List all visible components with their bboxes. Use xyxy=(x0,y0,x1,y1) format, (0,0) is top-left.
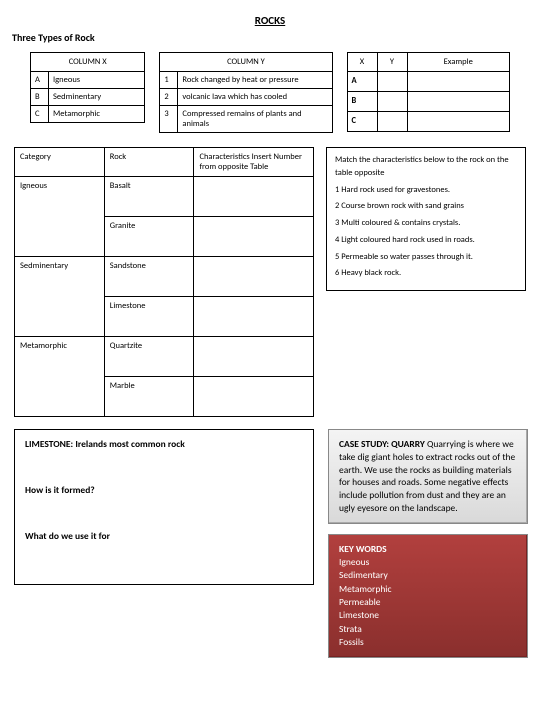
cat-cell: Sedminentary xyxy=(15,257,105,337)
rock-cell: Granite xyxy=(104,217,194,257)
coly-val: Compressed remains of plants and animals xyxy=(178,106,332,133)
key-words-heading: KEY WORDS xyxy=(339,543,517,556)
xye-h3: Example xyxy=(407,53,509,72)
match-item: 3 Multi coloured & contains crystals. xyxy=(335,217,517,230)
cat-cell: Igneous xyxy=(15,177,105,257)
cat-cell: Metamorphic xyxy=(15,337,105,417)
case-study-heading: CASE STUDY: QUARRY xyxy=(339,438,425,450)
key-word: Igneous xyxy=(339,556,517,569)
limestone-heading: LIMESTONE: Irelands most common rock xyxy=(25,438,303,450)
case-study-box: CASE STUDY: QUARRY Quarrying is where we… xyxy=(328,429,528,524)
char-cell[interactable] xyxy=(194,337,314,377)
colx-key: B xyxy=(31,89,49,106)
limestone-box: LIMESTONE: Irelands most common rock How… xyxy=(14,429,314,585)
coly-key: 1 xyxy=(160,72,178,89)
colx-val: Igneous xyxy=(49,72,145,89)
match-item: 2 Course brown rock with sand grains xyxy=(335,200,517,213)
right-column: Match the characteristics below to the r… xyxy=(326,147,526,417)
char-cell[interactable] xyxy=(194,257,314,297)
match-intro: Match the characteristics below to the r… xyxy=(335,154,517,180)
match-item: 1 Hard rock used for gravestones. xyxy=(335,184,517,197)
column-y-header: COLUMN Y xyxy=(160,53,332,72)
xye-cell[interactable] xyxy=(407,112,509,132)
cat-h1: Category xyxy=(15,148,105,177)
coly-key: 2 xyxy=(160,89,178,106)
key-word: Sedimentary xyxy=(339,569,517,582)
rock-cell: Sandstone xyxy=(104,257,194,297)
rock-cell: Basalt xyxy=(104,177,194,217)
column-x-header: COLUMN X xyxy=(31,53,145,72)
bottom-row: LIMESTONE: Irelands most common rock How… xyxy=(12,417,528,658)
key-word: Limestone xyxy=(339,609,517,622)
match-item: 4 Light coloured hard rock used in roads… xyxy=(335,234,517,247)
xye-cell[interactable] xyxy=(377,112,407,132)
limestone-q1: How is it formed? xyxy=(25,484,303,496)
match-characteristics-box: Match the characteristics below to the r… xyxy=(326,147,526,291)
key-words-box: KEY WORDS Igneous Sedimentary Metamorphi… xyxy=(328,534,528,658)
xye-row: C xyxy=(347,112,377,132)
xye-cell[interactable] xyxy=(407,92,509,112)
bottom-right-column: CASE STUDY: QUARRY Quarrying is where we… xyxy=(328,429,528,658)
xye-h2: Y xyxy=(377,53,407,72)
coly-key: 3 xyxy=(160,106,178,133)
key-word: Strata xyxy=(339,623,517,636)
coly-val: Rock changed by heat or pressure xyxy=(178,72,332,89)
column-y-table: COLUMN Y 1Rock changed by heat or pressu… xyxy=(159,52,332,133)
xye-cell[interactable] xyxy=(407,72,509,92)
column-x-table: COLUMN X AIgneous BSedminentary CMetamor… xyxy=(30,52,145,123)
key-word: Fossils xyxy=(339,636,517,649)
page-subtitle: Three Types of Rock xyxy=(12,31,528,44)
rock-cell: Limestone xyxy=(104,297,194,337)
colx-key: C xyxy=(31,106,49,123)
xy-example-table: X Y Example A B C xyxy=(347,52,510,132)
cat-h3: Characteristics Insert Number from oppos… xyxy=(194,148,314,177)
xye-row: A xyxy=(347,72,377,92)
match-item: 5 Permeable so water passes through it. xyxy=(335,251,517,264)
limestone-q2: What do we use it for xyxy=(25,530,303,542)
rock-cell: Quartzite xyxy=(104,337,194,377)
xye-row: B xyxy=(347,92,377,112)
cat-h2: Rock xyxy=(104,148,194,177)
middle-row: Category Rock Characteristics Insert Num… xyxy=(14,147,526,417)
char-cell[interactable] xyxy=(194,377,314,417)
colx-val: Sedminentary xyxy=(49,89,145,106)
key-word: Permeable xyxy=(339,596,517,609)
colx-val: Metamorphic xyxy=(49,106,145,123)
char-cell[interactable] xyxy=(194,217,314,257)
char-cell[interactable] xyxy=(194,177,314,217)
key-word: Metamorphic xyxy=(339,583,517,596)
match-item: 6 Heavy black rock. xyxy=(335,267,517,280)
char-cell[interactable] xyxy=(194,297,314,337)
page-title: ROCKS xyxy=(12,14,528,27)
xye-cell[interactable] xyxy=(377,72,407,92)
xye-cell[interactable] xyxy=(377,92,407,112)
colx-key: A xyxy=(31,72,49,89)
xye-h1: X xyxy=(347,53,377,72)
top-tables-row: COLUMN X AIgneous BSedminentary CMetamor… xyxy=(30,52,510,133)
category-table: Category Rock Characteristics Insert Num… xyxy=(14,147,314,417)
coly-val: volcanic lava which has cooled xyxy=(178,89,332,106)
rock-cell: Marble xyxy=(104,377,194,417)
